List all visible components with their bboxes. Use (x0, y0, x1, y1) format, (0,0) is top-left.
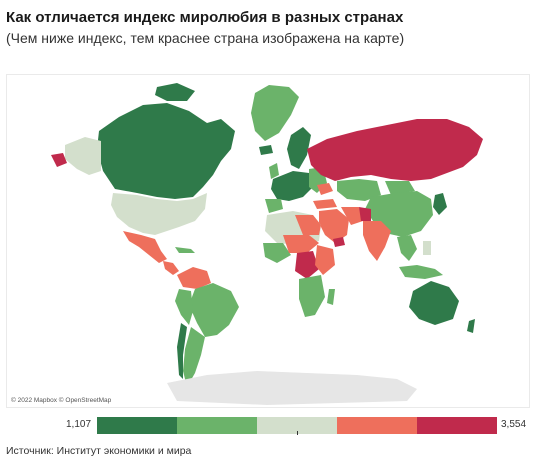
region-alaska-tip[interactable] (51, 153, 67, 167)
region-alaska[interactable] (65, 137, 101, 175)
legend-min-label: 1,107 (66, 419, 92, 430)
region-australia[interactable] (409, 281, 459, 325)
region-kazakhstan[interactable] (337, 179, 381, 201)
page-subtitle: (Чем ниже индекс, тем краснее страна изо… (6, 30, 405, 46)
legend-max-label: 3,554 (501, 419, 527, 430)
legend-segment-1 (97, 417, 177, 434)
region-iceland[interactable] (259, 145, 273, 155)
region-southern-africa[interactable] (299, 275, 325, 317)
map-attribution: © 2022 Mapbox © OpenStreetMap (11, 397, 112, 404)
region-philippines[interactable] (423, 241, 431, 255)
region-madagascar[interactable] (327, 289, 335, 305)
world-map-canvas (51, 83, 483, 405)
region-usa[interactable] (111, 193, 207, 235)
region-iberia[interactable] (265, 199, 283, 213)
region-canada[interactable] (97, 103, 235, 199)
region-scandinavia[interactable] (287, 127, 311, 169)
legend-midpoint-tick (297, 431, 298, 435)
page-title: Как отличается индекс миролюбия в разных… (6, 9, 404, 26)
region-iran[interactable] (341, 207, 363, 225)
region-colombia-venezuela[interactable] (177, 267, 211, 289)
region-west-africa[interactable] (263, 243, 291, 263)
region-peru-bolivia[interactable] (175, 289, 193, 325)
region-canada-islands[interactable] (155, 83, 195, 101)
region-caribbean[interactable] (175, 247, 195, 253)
region-india[interactable] (363, 221, 391, 261)
region-central-africa[interactable] (295, 251, 319, 279)
region-western-europe[interactable] (271, 171, 313, 201)
legend-segment-4 (337, 417, 417, 434)
region-brazil[interactable] (189, 283, 239, 337)
world-map[interactable]: © 2022 Mapbox © OpenStreetMap (6, 74, 530, 408)
region-chile[interactable] (177, 323, 187, 379)
legend-segment-2 (177, 417, 257, 434)
region-mongolia[interactable] (385, 181, 415, 195)
region-antarctica[interactable] (167, 371, 417, 405)
region-sahel[interactable] (283, 235, 319, 253)
region-korea-japan[interactable] (433, 193, 447, 215)
region-russia[interactable] (307, 119, 483, 181)
legend-color-bar (97, 417, 497, 434)
region-indonesia[interactable] (399, 265, 443, 279)
region-argentina[interactable] (183, 327, 205, 387)
region-central-america[interactable] (163, 261, 179, 275)
region-afghanistan[interactable] (359, 207, 371, 221)
region-greenland[interactable] (251, 85, 299, 141)
region-uk[interactable] (269, 163, 279, 179)
region-mexico[interactable] (123, 231, 167, 263)
region-southeast-asia[interactable] (397, 235, 417, 261)
region-turkey[interactable] (313, 199, 337, 209)
legend-segment-3 (257, 417, 337, 434)
region-new-zealand[interactable] (467, 319, 475, 333)
region-libya-egypt[interactable] (295, 215, 321, 235)
region-ukraine[interactable] (317, 183, 333, 195)
region-yemen[interactable] (333, 237, 345, 247)
region-middle-east[interactable] (319, 209, 349, 243)
source-note: Источник: Институт экономики и мира (6, 445, 192, 457)
region-east-africa[interactable] (315, 245, 335, 275)
legend-segment-5 (417, 417, 497, 434)
